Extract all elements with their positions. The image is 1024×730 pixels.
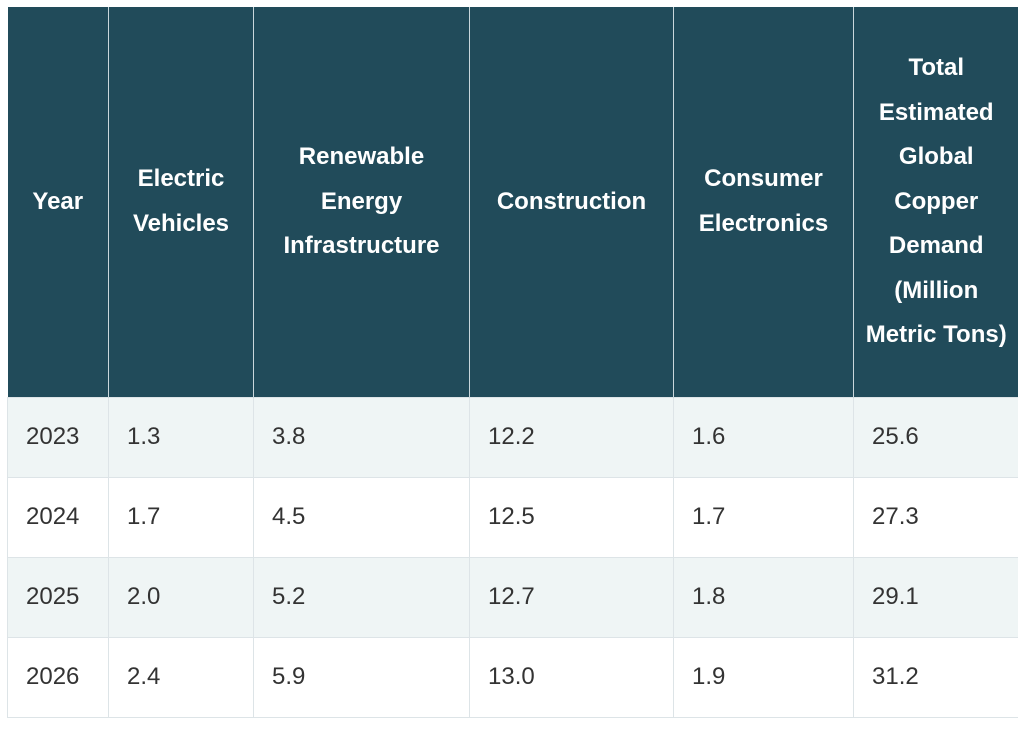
table-row: 2025 2.0 5.2 12.7 1.8 29.1: [7, 556, 1018, 638]
value-cell: 12.5: [469, 476, 674, 558]
table-row: 2026 2.4 5.9 13.0 1.9 31.2: [7, 636, 1018, 718]
header-cell: Total Estimated Global Copper Demand (Mi…: [853, 7, 1018, 397]
table-row: 2024 1.7 4.5 12.5 1.7 27.3: [7, 476, 1018, 558]
value-cell: 1.8: [673, 556, 854, 638]
header-cell: Electric Vehicles: [108, 7, 254, 397]
header-cell: Consumer Electronics: [673, 7, 854, 397]
value-cell: 2.4: [108, 636, 254, 718]
value-cell: 27.3: [853, 476, 1018, 558]
value-cell: 25.6: [853, 396, 1018, 478]
year-cell: 2025: [7, 556, 109, 638]
value-cell: 2.0: [108, 556, 254, 638]
value-cell: 5.2: [253, 556, 470, 638]
header-cell: Year: [7, 7, 109, 397]
year-cell: 2026: [7, 636, 109, 718]
value-cell: 1.7: [673, 476, 854, 558]
value-cell: 12.2: [469, 396, 674, 478]
header-cell: Construction: [469, 7, 674, 397]
table-body: 2023 1.3 3.8 12.2 1.6 25.6 2024 1.7 4.5 12.5 1.7 27…: [7, 396, 1018, 718]
year-cell: 2023: [7, 396, 109, 478]
value-cell: 5.9: [253, 636, 470, 718]
value-cell: 1.3: [108, 396, 254, 478]
value-cell: 3.8: [253, 396, 470, 478]
value-cell: 13.0: [469, 636, 674, 718]
value-cell: 12.7: [469, 556, 674, 638]
header-row: Year Electric Vehicles Renewable Energy In…: [7, 7, 1018, 397]
value-cell: 29.1: [853, 556, 1018, 638]
value-cell: 1.7: [108, 476, 254, 558]
table-row: 2023 1.3 3.8 12.2 1.6 25.6: [7, 396, 1018, 478]
value-cell: 1.6: [673, 396, 854, 478]
data-table: Year Electric Vehicles Renewable Energy In…: [7, 7, 1018, 718]
header-cell: Renewable Energy Infrastructure: [253, 7, 470, 397]
table-container: Year Electric Vehicles Renewable Energy In…: [7, 7, 1018, 718]
value-cell: 1.9: [673, 636, 854, 718]
value-cell: 31.2: [853, 636, 1018, 718]
year-cell: 2024: [7, 476, 109, 558]
value-cell: 4.5: [253, 476, 470, 558]
